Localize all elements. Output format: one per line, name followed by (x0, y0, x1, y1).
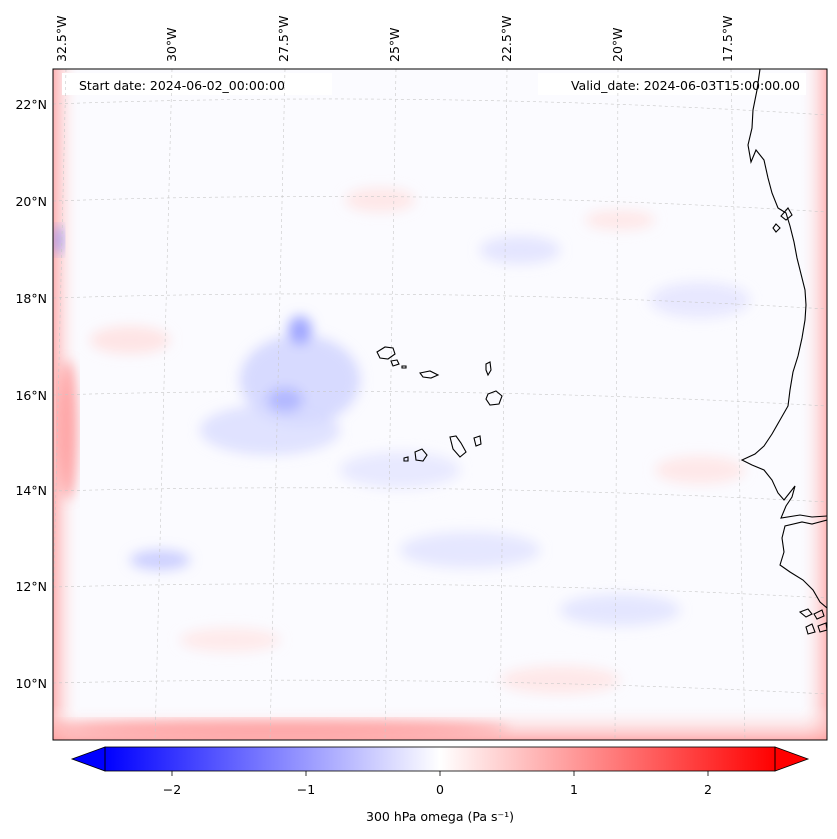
valid-date-label: Valid_date: 2024-06-03T15:00:00.00 (571, 78, 800, 93)
island-brava (403, 456, 409, 462)
lat-label: 14°N (15, 483, 47, 498)
omega-field (53, 69, 827, 740)
colorbar-tick-label: −2 (163, 782, 181, 797)
island-sao-vicente (390, 359, 400, 367)
island-santiago (449, 435, 467, 458)
longitude-labels: 32.5°W 30°W 27.5°W 25°W 22.5°W 20°W 17.5°W (54, 16, 735, 62)
colorbar-label: 300 hPa omega (Pa s⁻¹) (366, 809, 514, 824)
island-santo-antao (376, 346, 396, 360)
graticule (53, 69, 827, 740)
colorbar: −2 −1 0 1 2 300 hPa omega (Pa s⁻¹) (70, 746, 810, 824)
bijagos-islands (798, 608, 827, 635)
lon-label: 30°W (164, 27, 179, 62)
lat-label: 20°N (15, 194, 47, 209)
lon-label: 27.5°W (276, 16, 291, 62)
map-panel: Start date: 2024-06-02_00:00:00 Valid_da… (52, 68, 828, 741)
lon-label: 17.5°W (720, 16, 735, 62)
colorbar-ticks: −2 −1 0 1 2 (163, 771, 712, 797)
valid-date-background (538, 73, 806, 95)
left-edge-maximum (58, 360, 78, 500)
island-sao-nicolau (419, 370, 440, 379)
colorbar-extend-min (70, 746, 106, 772)
island-boa-vista (485, 390, 503, 406)
colorbar-extend-max (774, 746, 810, 772)
lat-label: 12°N (15, 579, 47, 594)
island-sal (485, 361, 492, 377)
island-santa-luzia (401, 365, 407, 369)
bottom-edge-maximum (53, 719, 510, 737)
island-maio (473, 435, 482, 447)
lon-label: 22.5°W (499, 16, 514, 62)
latitude-labels: 22°N 20°N 18°N 16°N 14°N 12°N 10°N (15, 97, 47, 691)
lon-label: 25°W (387, 27, 402, 62)
lat-label: 22°N (15, 97, 47, 112)
island-fogo (414, 448, 428, 462)
lat-label: 18°N (15, 291, 47, 306)
start-date-label: Start date: 2024-06-02_00:00:00 (79, 78, 285, 93)
colorbar-gradient (105, 747, 775, 771)
colorbar-tick-label: −1 (297, 782, 315, 797)
map-frame (52, 68, 828, 741)
lat-label: 10°N (15, 676, 47, 691)
omega-field-shading (90, 188, 750, 694)
start-date-background (62, 73, 332, 95)
lon-label: 32.5°W (54, 16, 69, 62)
colorbar-tick-label: 0 (436, 782, 444, 797)
lat-label: 16°N (15, 388, 47, 403)
cape-verde-islands (376, 346, 503, 462)
left-edge-minimum (53, 225, 64, 255)
colorbar-tick-label: 2 (704, 782, 712, 797)
colorbar-tick-label: 1 (570, 782, 578, 797)
african-coastline (740, 69, 827, 635)
lon-label: 20°W (610, 27, 625, 62)
